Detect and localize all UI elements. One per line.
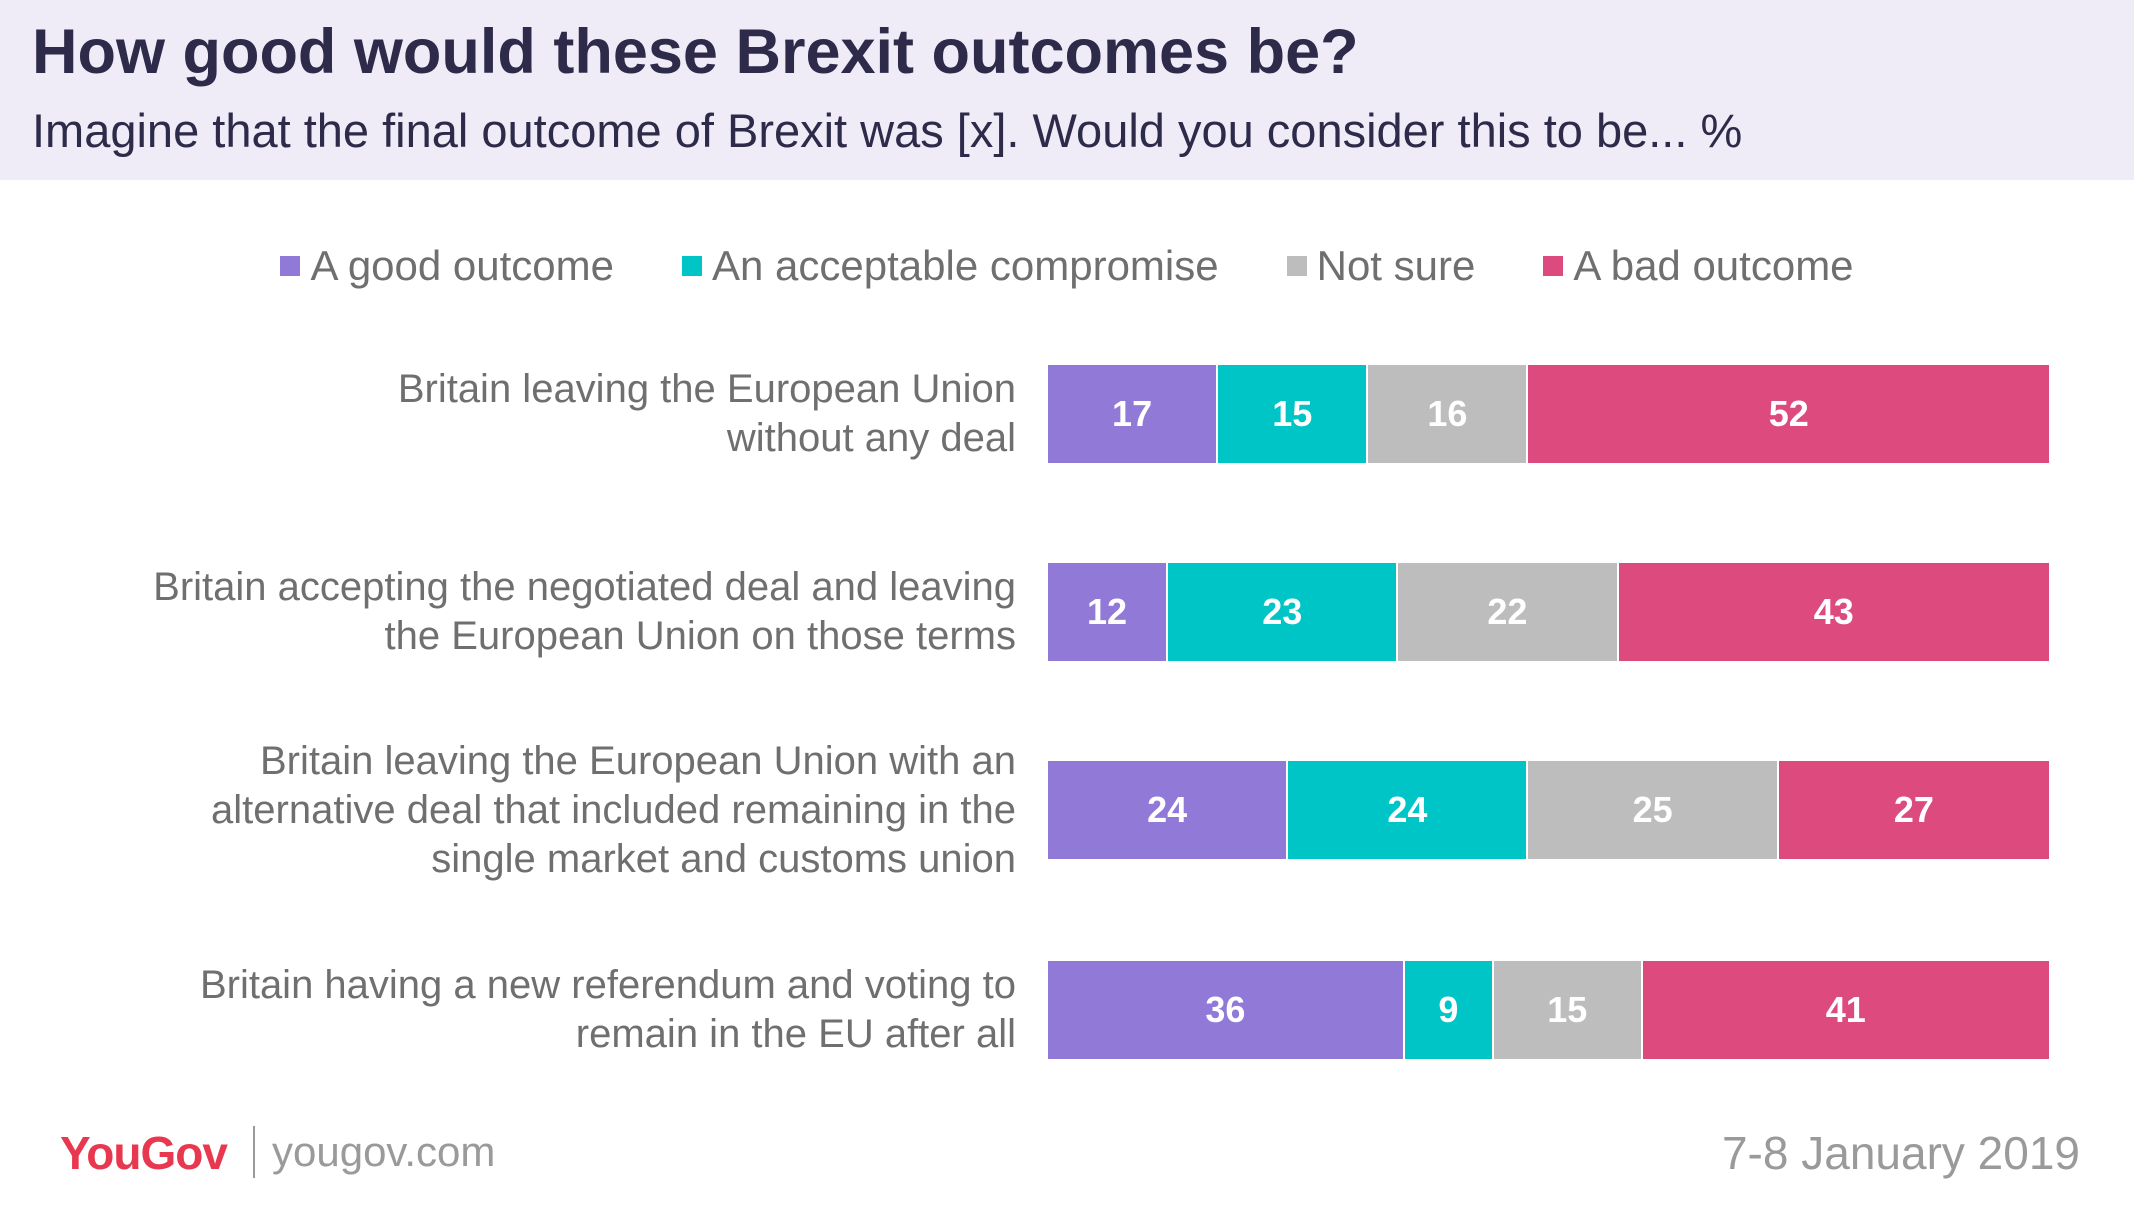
legend-swatch xyxy=(1286,256,1307,276)
bar-segment: 22 xyxy=(1398,563,1619,661)
category-label-line: the European Union on those terms xyxy=(384,614,1016,658)
yougov-logo: YouGov xyxy=(60,1127,228,1179)
category-label: Britain leaving the European Union with … xyxy=(16,737,1016,884)
bar-segment: 16 xyxy=(1368,365,1529,463)
stacked-bar: 12 23 22 43 xyxy=(1048,563,2049,661)
category-label-line: single market and customs union xyxy=(431,836,1016,881)
legend-label: An acceptable compromise xyxy=(712,242,1219,289)
data-label: 52 xyxy=(1768,393,1809,434)
legend-item: A bad outcome xyxy=(1543,242,1854,290)
legend-item: A good outcome xyxy=(280,242,614,290)
bar-segment: 27 xyxy=(1778,761,2049,859)
data-label: 15 xyxy=(1547,989,1588,1030)
data-label: 24 xyxy=(1387,789,1428,830)
legend-item: An acceptable compromise xyxy=(682,242,1219,290)
data-label: 23 xyxy=(1262,591,1303,632)
category-label-line: alternative deal that included remaining… xyxy=(211,787,1016,832)
stacked-bar: 24 24 25 27 xyxy=(1048,761,2049,859)
bar-segment: 23 xyxy=(1168,563,1399,661)
data-label: 43 xyxy=(1813,591,1854,632)
footer-divider xyxy=(253,1126,255,1178)
bar-segment: 9 xyxy=(1404,961,1494,1059)
legend-swatch xyxy=(1543,256,1564,276)
bar-segment: 43 xyxy=(1618,563,2049,661)
category-label: Britain leaving the European Union withou… xyxy=(16,365,1016,463)
bar-segment: 36 xyxy=(1048,961,1405,1059)
legend-item: Not sure xyxy=(1286,242,1476,290)
category-label-line: Britain leaving the European Union xyxy=(397,367,1016,411)
chart-title: How good would these Brexit outcomes be? xyxy=(32,17,1359,87)
category-label-line: Britain having a new referendum and voti… xyxy=(199,963,1016,1007)
stacked-bar: 36 9 15 41 xyxy=(1048,961,2049,1059)
bar-segment: 25 xyxy=(1528,761,1779,859)
legend-swatch xyxy=(280,256,301,276)
legend-label: A good outcome xyxy=(310,242,615,289)
bar-segment: 24 xyxy=(1048,761,1289,859)
bar-segment: 24 xyxy=(1288,761,1529,859)
bar-segment: 15 xyxy=(1218,365,1369,463)
data-label: 27 xyxy=(1893,789,1934,830)
legend-label: A bad outcome xyxy=(1573,242,1854,289)
footer-site: yougov.com xyxy=(272,1128,496,1175)
chart-subtitle: Imagine that the final outcome of Brexit… xyxy=(32,104,1743,157)
bar-segment: 12 xyxy=(1048,563,1169,661)
chart-legend: A good outcome An acceptable compromise No… xyxy=(0,236,2134,296)
category-label-line: remain in the EU after all xyxy=(575,1012,1016,1056)
footer-date: 7-8 January 2019 xyxy=(1721,1127,2080,1179)
bar-segment: 17 xyxy=(1048,365,1219,463)
category-label-line: Britain leaving the European Union with … xyxy=(259,738,1016,783)
stacked-bar: 17 15 16 52 xyxy=(1048,365,2049,463)
data-label: 16 xyxy=(1427,393,1468,434)
legend-label: Not sure xyxy=(1316,242,1476,289)
data-label: 22 xyxy=(1487,591,1528,632)
data-label: 12 xyxy=(1087,591,1128,632)
chart-header: How good would these Brexit outcomes be?… xyxy=(0,0,2134,180)
bar-segment: 15 xyxy=(1493,961,1643,1059)
data-label: 25 xyxy=(1632,789,1673,830)
legend-swatch xyxy=(682,256,703,276)
data-label: 17 xyxy=(1112,393,1153,434)
data-label: 24 xyxy=(1147,789,1188,830)
category-label: Britain having a new referendum and voti… xyxy=(16,961,1016,1059)
category-label-line: without any deal xyxy=(726,416,1016,460)
data-label: 9 xyxy=(1438,989,1459,1030)
category-label-line: Britain accepting the negotiated deal an… xyxy=(153,565,1016,609)
data-label: 36 xyxy=(1205,989,1246,1030)
bar-segment: 52 xyxy=(1528,365,2049,463)
data-label: 15 xyxy=(1272,393,1313,434)
bar-segment: 41 xyxy=(1642,961,2049,1059)
data-label: 41 xyxy=(1825,989,1866,1030)
category-label: Britain accepting the negotiated deal an… xyxy=(16,563,1016,661)
